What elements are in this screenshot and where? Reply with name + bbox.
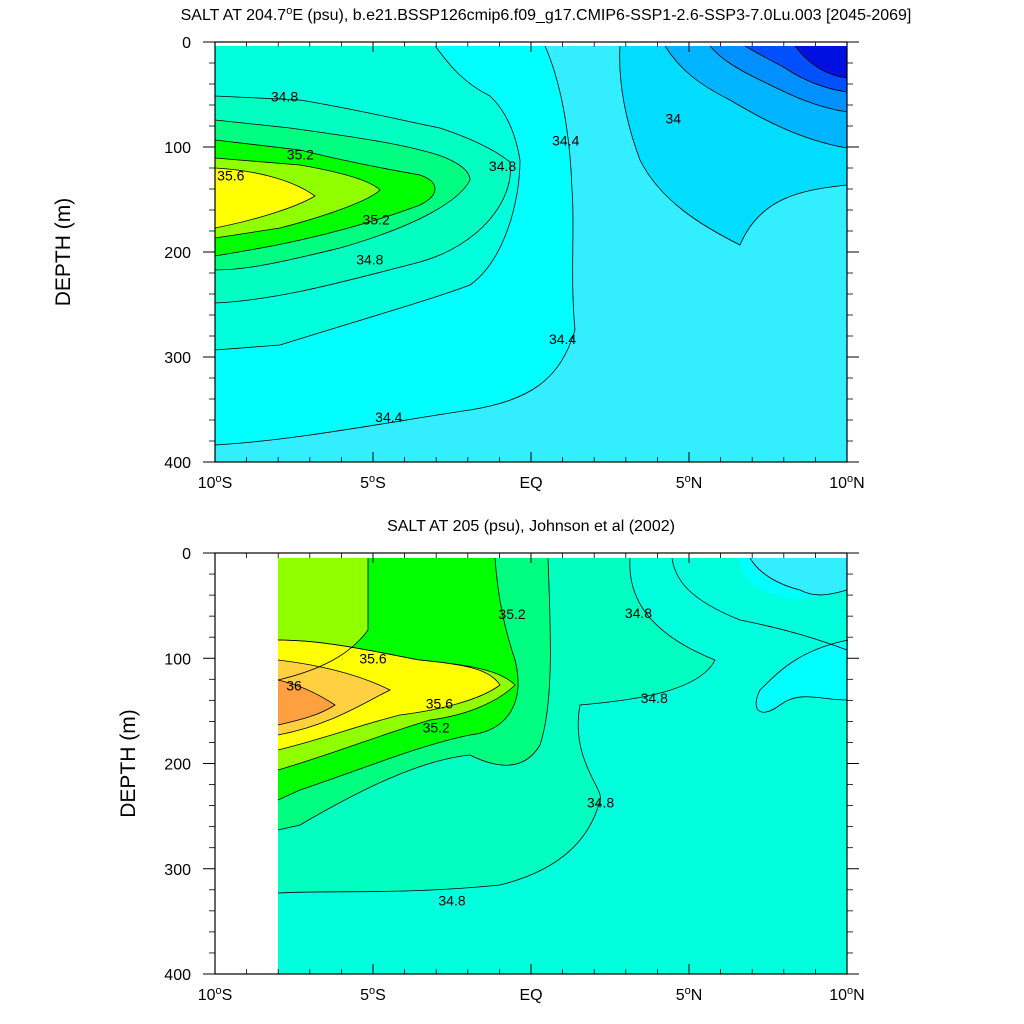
contour-label: 34: [665, 111, 681, 127]
contour-line: [671, 557, 848, 651]
x-tick-label: 5oN: [676, 985, 703, 1004]
top-panel: 10oS 5oS EQ 5oN 10oN 0 100 200 300 400 DEPTH (m) SA…: [52, 5, 911, 492]
contour-line: [744, 45, 848, 93]
contour-label: 34.8: [271, 89, 298, 105]
contour-line: [277, 557, 716, 894]
y-tick-label: 0: [182, 35, 191, 52]
contour-label: 35.6: [359, 650, 386, 666]
contour-label: 35.6: [426, 696, 453, 712]
contour-label: 34.8: [438, 892, 465, 908]
y-tick-label: 400: [164, 967, 191, 984]
x-tick-label: 10oN: [829, 473, 864, 492]
x-tick-label: 5oS: [360, 985, 386, 1004]
fill-34-6b: [278, 558, 847, 974]
y-tick-label: 100: [164, 140, 191, 157]
contour-line: [755, 639, 849, 713]
contour-label: 35.2: [363, 211, 390, 227]
contour-line: [277, 558, 369, 681]
y-tick-label: 400: [164, 455, 191, 472]
x-tick-label: EQ: [519, 987, 542, 1004]
fill-layer: [278, 558, 848, 974]
x-tick-label: 10oS: [198, 473, 233, 492]
contour-line: [277, 557, 519, 801]
x-tick-label: 10oN: [829, 985, 864, 1004]
y-axis-label: DEPTH (m): [52, 198, 75, 307]
y-tick-label: 200: [164, 757, 191, 774]
x-tick-label: EQ: [519, 475, 542, 492]
contour-line: [664, 45, 848, 149]
contour-line: [214, 157, 381, 239]
y-tick-label: 300: [164, 862, 191, 879]
contour-label: 34.4: [549, 331, 576, 347]
fill-36-0: [278, 680, 335, 725]
y-tick-label: 200: [164, 245, 191, 262]
chart-title: SALT AT 205 (psu), Johnson et al (2002): [387, 518, 675, 535]
contour-label: 34.8: [587, 794, 614, 810]
fill-34-2: [750, 558, 847, 595]
contour-line: [214, 95, 511, 304]
contour-line: [277, 557, 551, 831]
contour-line: [277, 679, 336, 726]
contour-line: [749, 557, 848, 596]
contour-label: 34.8: [356, 251, 383, 267]
y-tick-label: 100: [164, 651, 191, 668]
contour-label: 34.8: [641, 690, 668, 706]
contour-line: [214, 119, 471, 271]
contour-label: 35.6: [217, 167, 244, 183]
contour-label: 35.2: [287, 146, 314, 162]
contour-line: [214, 45, 521, 351]
y-tick-label: 0: [182, 546, 191, 563]
contour-label: 34.4: [375, 409, 402, 425]
x-tick-label: 5oN: [676, 473, 703, 492]
fill-34-4b: [756, 640, 848, 713]
x-tick-label: 5oS: [360, 473, 386, 492]
contour-line: [277, 639, 501, 751]
contour-line: [709, 45, 848, 113]
contour-lines: [214, 45, 848, 446]
fill-33-2: [795, 46, 847, 78]
contour-line: [214, 45, 576, 446]
y-tick-label: 300: [164, 350, 191, 367]
contour-label: 34.4: [552, 133, 579, 149]
contour-line: [214, 167, 316, 229]
contour-label: 34.8: [625, 605, 652, 621]
contour-line: [619, 45, 848, 246]
bottom-panel: 10oS 5oS EQ 5oN 10oN 0 100 200 300 400 DEPTH (m) SA…: [117, 518, 865, 1004]
contour-label: 35.2: [423, 720, 450, 736]
contour-lines: [277, 557, 849, 894]
contour-label: 35.2: [498, 606, 525, 622]
fill-35-6: [278, 640, 500, 750]
contour-line: [214, 139, 436, 257]
contour-label: 36: [286, 678, 302, 694]
contour-label: 34.8: [489, 158, 516, 174]
contour-line: [277, 659, 391, 736]
contour-line: [794, 45, 848, 79]
y-axis-label: DEPTH (m): [117, 709, 140, 818]
x-tick-label: 10oS: [198, 985, 233, 1004]
chart-title: SALT AT 204.7oE (psu), b.e21.BSSP126cmip…: [181, 5, 912, 24]
fill-layer: [215, 42, 847, 462]
fill-34-2: [215, 46, 847, 462]
